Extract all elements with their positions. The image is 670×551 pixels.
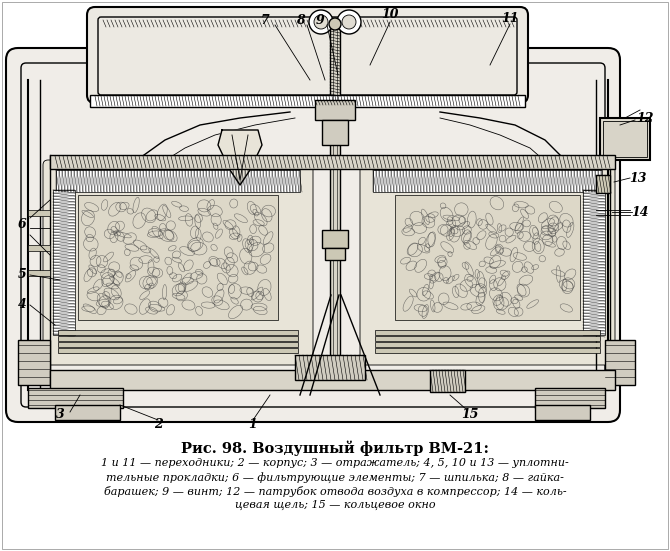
Polygon shape <box>218 130 262 185</box>
Text: Рис. 98. Воздушный фильтр ВМ-21:: Рис. 98. Воздушный фильтр ВМ-21: <box>181 440 489 456</box>
Bar <box>535 405 590 420</box>
Bar <box>50 155 615 169</box>
Circle shape <box>329 18 341 30</box>
Text: 11: 11 <box>501 12 519 24</box>
Bar <box>295 355 365 380</box>
Text: 3: 3 <box>56 408 64 422</box>
Bar <box>583 190 605 335</box>
Text: 2: 2 <box>153 419 162 431</box>
Bar <box>596 175 610 193</box>
Circle shape <box>337 10 361 34</box>
Bar <box>28 245 50 251</box>
Bar <box>56 170 300 192</box>
Text: 14: 14 <box>631 206 649 219</box>
Text: 5: 5 <box>17 268 26 282</box>
Text: 8: 8 <box>295 14 304 26</box>
Text: цевая щель; 15 — кольцевое окно: цевая щель; 15 — кольцевое окно <box>234 500 436 510</box>
Bar <box>58 348 298 353</box>
Text: 13: 13 <box>629 171 647 185</box>
FancyBboxPatch shape <box>360 160 615 365</box>
Text: 9: 9 <box>316 14 324 26</box>
Bar <box>375 336 600 341</box>
Circle shape <box>309 10 333 34</box>
Text: барашек; 9 — винт; 12 — патрубок отвода воздуха в компрессор; 14 — коль-: барашек; 9 — винт; 12 — патрубок отвода … <box>104 486 566 497</box>
Bar <box>28 388 123 408</box>
Text: 12: 12 <box>636 111 654 125</box>
Text: 1: 1 <box>249 419 257 431</box>
Bar <box>603 121 647 157</box>
Bar <box>395 195 580 320</box>
Bar <box>430 370 465 392</box>
Text: 7: 7 <box>261 14 269 26</box>
FancyBboxPatch shape <box>87 7 528 103</box>
Bar <box>90 95 525 107</box>
FancyBboxPatch shape <box>6 48 620 422</box>
Bar <box>600 118 650 160</box>
Text: 1 и 11 — переходники; 2 — корпус; 3 — отражатель; 4, 5, 10 и 13 — уплотни-: 1 и 11 — переходники; 2 — корпус; 3 — от… <box>101 458 569 468</box>
Bar <box>375 330 600 335</box>
Circle shape <box>342 15 356 29</box>
Text: 4: 4 <box>17 299 26 311</box>
Bar <box>58 342 298 347</box>
Bar <box>58 330 298 335</box>
Bar <box>28 210 50 216</box>
Bar <box>605 340 635 385</box>
Bar <box>375 348 600 353</box>
Bar <box>535 388 605 408</box>
Text: тельные прокладки; 6 — фильтрующие элементы; 7 — шпилька; 8 — гайка-: тельные прокладки; 6 — фильтрующие элеме… <box>106 472 564 483</box>
Bar <box>55 405 120 420</box>
Bar <box>322 120 348 145</box>
Bar <box>78 195 278 320</box>
Circle shape <box>314 15 328 29</box>
Bar <box>50 370 615 390</box>
Bar <box>315 100 355 120</box>
Text: 10: 10 <box>381 8 399 21</box>
Bar <box>373 170 602 192</box>
Bar <box>18 340 50 385</box>
Bar <box>58 336 298 341</box>
FancyBboxPatch shape <box>43 160 313 365</box>
Bar <box>322 230 348 248</box>
Bar <box>28 270 50 276</box>
Bar <box>325 248 345 260</box>
Bar <box>330 25 340 375</box>
Text: 6: 6 <box>17 219 26 231</box>
Bar <box>53 190 75 335</box>
Bar <box>375 342 600 347</box>
Text: 15: 15 <box>461 408 479 422</box>
